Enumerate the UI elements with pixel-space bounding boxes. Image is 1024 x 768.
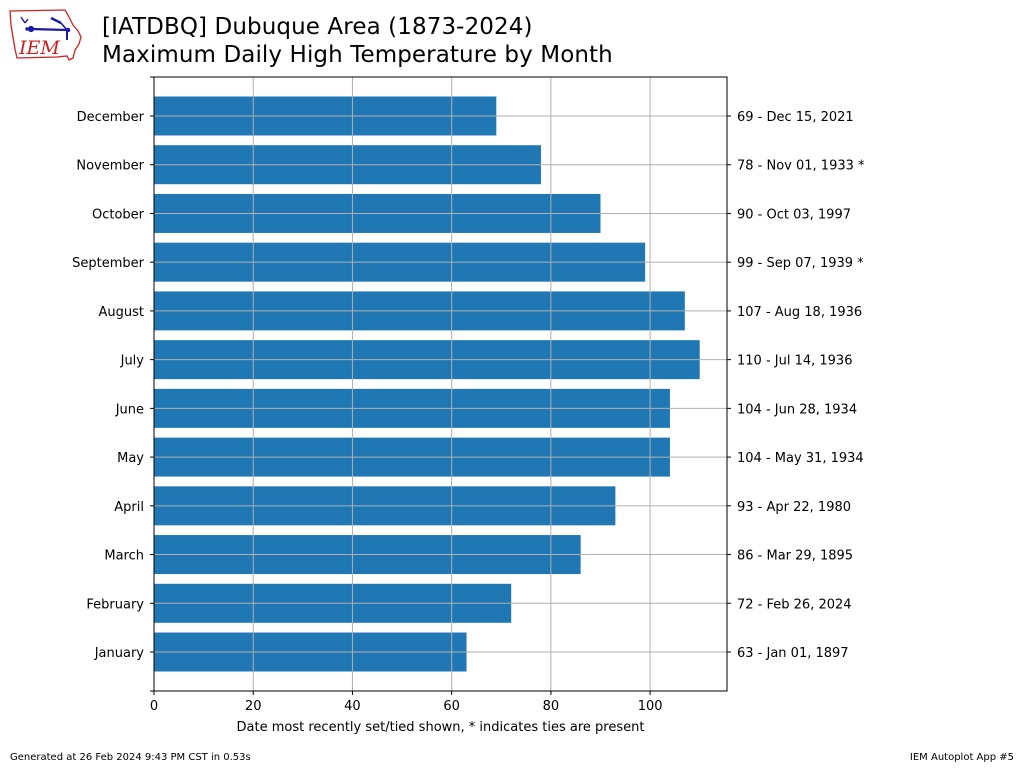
record-label-may: 104 - May 31, 1934: [737, 451, 864, 466]
plot-frame: [153, 76, 728, 692]
generated-timestamp: Generated at 26 Feb 2024 9:43 PM CST in …: [10, 752, 251, 763]
iowa-state-outline: [9, 9, 82, 61]
y-tick-label-march: March: [104, 549, 144, 564]
chart-title-line-1: [IATDBQ] Dubuque Area (1873-2024): [102, 14, 533, 40]
x-tick-label: 40: [344, 699, 361, 714]
y-tick-label-january: January: [94, 646, 145, 661]
iem-logo: IEM: [9, 9, 82, 61]
y-tick-label-july: July: [120, 354, 145, 369]
record-label-july: 110 - Jul 14, 1936: [737, 354, 852, 369]
x-axis-label: Date most recently set/tied shown, * ind…: [237, 720, 645, 735]
y-tick-label-february: February: [86, 597, 144, 612]
y-tick-label-august: August: [99, 305, 145, 320]
record-label-august: 107 - Aug 18, 1936: [737, 305, 862, 320]
record-label-september: 99 - Sep 07, 1939 *: [737, 256, 864, 271]
y-tick-label-may: May: [117, 451, 144, 466]
record-label-april: 93 - Apr 22, 1980: [737, 500, 851, 515]
record-label-december: 69 - Dec 15, 2021: [737, 110, 854, 125]
logo-text: IEM: [18, 37, 60, 59]
y-tick-label-october: October: [92, 207, 145, 222]
y-tick-label-september: September: [72, 256, 145, 271]
x-tick-label: 20: [245, 699, 262, 714]
record-label-january: 63 - Jan 01, 1897: [737, 646, 849, 661]
x-tick-label: 100: [638, 699, 663, 714]
chart-title-line-2: Maximum Daily High Temperature by Month: [102, 42, 613, 68]
x-tick-label: 0: [150, 699, 158, 714]
record-label-november: 78 - Nov 01, 1933 *: [737, 159, 865, 174]
y-tick-label-december: December: [77, 110, 145, 125]
record-label-march: 86 - Mar 29, 1895: [737, 549, 853, 564]
app-id-label: IEM Autoplot App #5: [909, 752, 1014, 763]
weather-station-icon: [20, 16, 71, 40]
x-tick-label: 80: [543, 699, 560, 714]
record-label-october: 90 - Oct 03, 1997: [737, 207, 851, 222]
y-tick-label-april: April: [114, 500, 144, 515]
y-tick-label-november: November: [76, 159, 144, 174]
x-tick-label: 60: [443, 699, 460, 714]
record-label-june: 104 - Jun 28, 1934: [737, 402, 857, 417]
record-label-february: 72 - Feb 26, 2024: [737, 597, 852, 612]
y-tick-label-june: June: [115, 402, 144, 417]
